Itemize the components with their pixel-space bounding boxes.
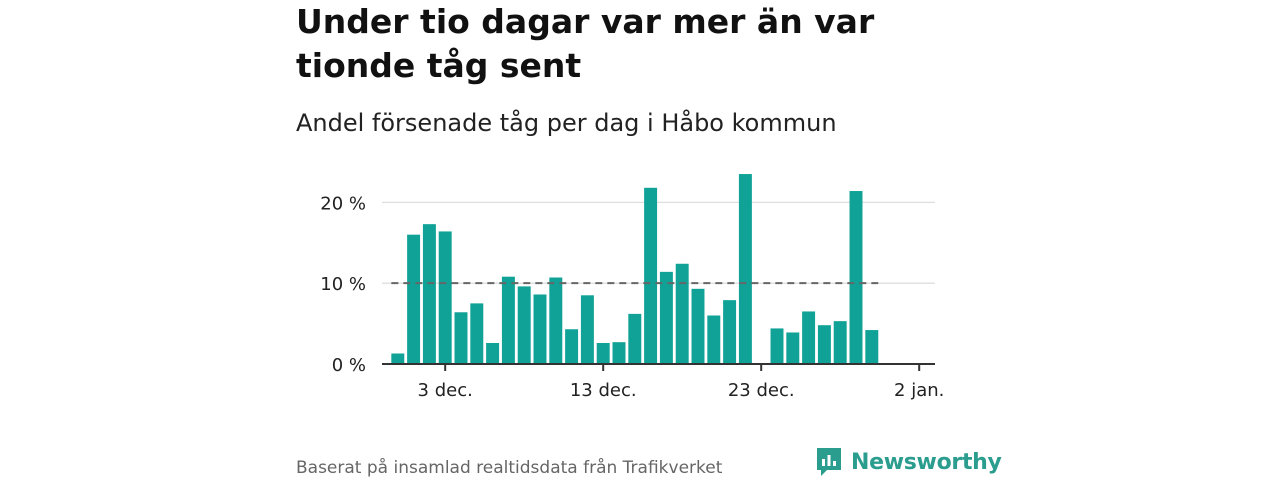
bar — [628, 313, 642, 364]
bar — [486, 342, 500, 364]
bar — [422, 224, 436, 364]
bars — [391, 174, 879, 364]
bar — [438, 231, 452, 364]
y-tick-label: 0 % — [332, 355, 366, 376]
x-tick-label: 3 dec. — [418, 380, 473, 401]
bar — [738, 174, 752, 364]
bar — [549, 277, 563, 364]
x-tick-label: 13 dec. — [570, 380, 637, 401]
bar — [391, 353, 405, 364]
bar — [565, 329, 579, 364]
bar — [407, 234, 421, 364]
axes: 0 % 10 % 20 % 3 dec. 13 dec. 23 dec. 2 jan. — [320, 193, 944, 401]
bar — [501, 276, 515, 364]
bar — [659, 271, 673, 364]
bar — [817, 325, 831, 364]
brand-name: Newsworthy — [851, 449, 1002, 475]
x-tick-label: 23 dec. — [728, 380, 795, 401]
bar — [675, 263, 689, 364]
bar — [533, 294, 547, 364]
bar — [580, 295, 594, 364]
bar — [723, 300, 737, 364]
bar — [865, 330, 879, 364]
y-tick-label: 20 % — [320, 193, 366, 214]
bar — [470, 303, 484, 364]
bar — [786, 332, 800, 364]
bar — [770, 328, 784, 364]
bar — [691, 288, 705, 364]
source-note: Baserat på insamlad realtidsdata från Tr… — [296, 458, 723, 478]
bar — [802, 311, 816, 364]
bar — [707, 315, 721, 364]
bar — [833, 321, 847, 364]
bar — [644, 187, 658, 364]
brand-logo: Newsworthy — [815, 446, 1002, 478]
chart-title: Under tio dagar var mer än var tionde tå… — [296, 2, 875, 85]
bar — [612, 342, 626, 364]
bar — [596, 342, 610, 364]
x-tick-label: 2 jan. — [894, 380, 944, 401]
bar — [454, 312, 468, 364]
bar — [849, 191, 863, 364]
y-tick-label: 10 % — [320, 274, 366, 295]
chart-subtitle: Andel försenade tåg per dag i Håbo kommu… — [296, 109, 837, 137]
bar — [517, 286, 531, 364]
newsworthy-logo-icon — [817, 448, 841, 476]
